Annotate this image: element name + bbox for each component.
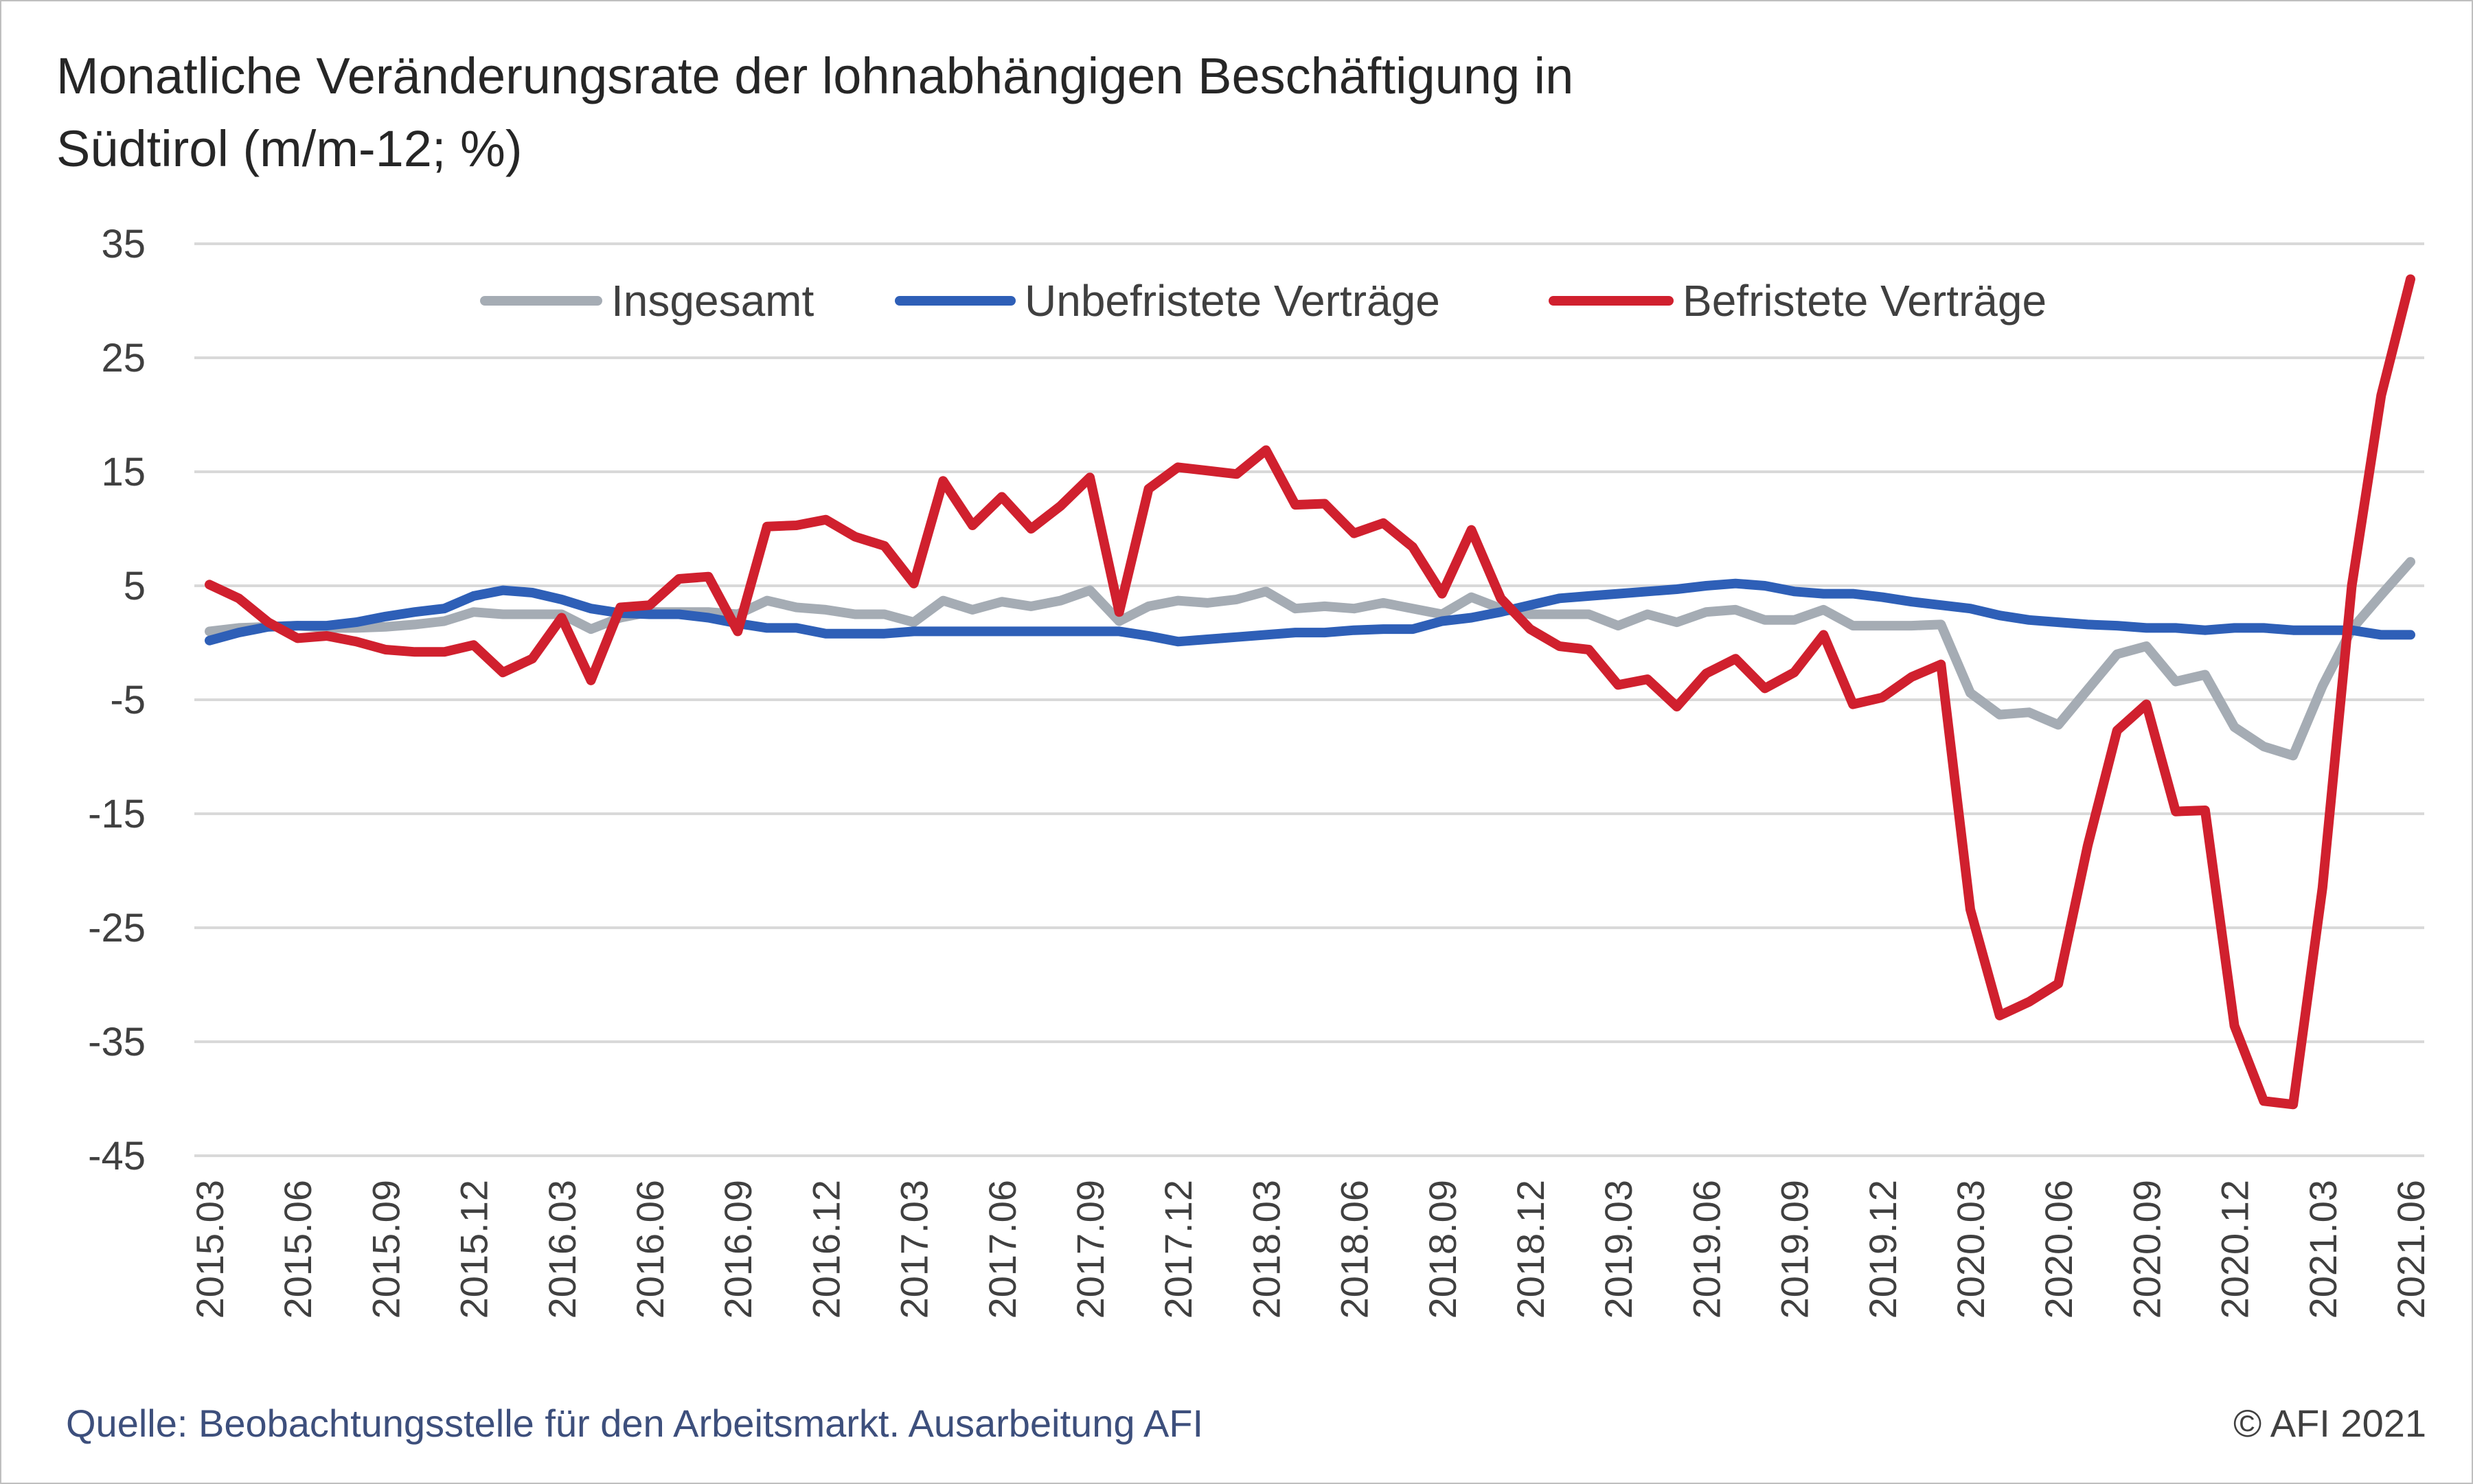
x-tick-label: 2016.06 <box>628 1180 672 1319</box>
y-tick-label: 25 <box>101 336 146 380</box>
y-axis-ticks: 35 25 15 5 -5 -15 -25 -35 -45 <box>88 222 146 1178</box>
x-tick-label: 2015.12 <box>453 1180 496 1319</box>
y-tick-label: -25 <box>88 906 146 950</box>
x-tick-label: 2021.03 <box>2301 1180 2345 1319</box>
x-tick-label: 2020.12 <box>2213 1180 2257 1319</box>
x-tick-label: 2018.12 <box>1509 1180 1552 1319</box>
series-line-insgesamt <box>205 557 2415 761</box>
x-tick-label: 2017.06 <box>981 1180 1024 1319</box>
y-tick-label: -45 <box>88 1134 146 1178</box>
x-axis-ticks: 2015.03 2015.06 2015.09 2015.12 2016.03 2016.… <box>188 1180 2432 1319</box>
y-tick-label: -15 <box>88 792 146 836</box>
x-tick-label: 2020.06 <box>2037 1180 2080 1319</box>
x-tick-label: 2017.03 <box>893 1180 936 1319</box>
x-tick-label: 2020.09 <box>2125 1180 2168 1319</box>
x-tick-label: 2019.09 <box>1773 1180 1816 1319</box>
gridlines <box>194 242 2424 1157</box>
series-lines <box>205 274 2415 1110</box>
series-line-unbefristete-verträge <box>205 578 2415 647</box>
x-tick-label: 2021.06 <box>2389 1180 2432 1319</box>
x-tick-label: 2019.06 <box>1685 1180 1728 1319</box>
x-tick-label: 2018.06 <box>1333 1180 1376 1319</box>
y-tick-label: 35 <box>101 222 146 266</box>
x-tick-label: 2019.12 <box>1861 1180 1904 1319</box>
legend-label: Befristete Verträge <box>1683 276 2047 326</box>
x-tick-label: 2015.06 <box>276 1180 319 1319</box>
x-tick-label: 2020.03 <box>1949 1180 1992 1319</box>
y-tick-label: 15 <box>101 450 146 494</box>
x-tick-label: 2016.09 <box>716 1180 760 1319</box>
x-tick-label: 2017.12 <box>1156 1180 1200 1319</box>
y-tick-label: 5 <box>124 564 146 608</box>
legend: Insgesamt Unbefristete Verträge Befristete… <box>480 276 2047 326</box>
legend-label: Unbefristete Verträge <box>1025 276 1440 326</box>
copyright-note: © AFI 2021 <box>2233 1402 2426 1445</box>
x-tick-label: 2017.09 <box>1069 1180 1112 1319</box>
x-tick-label: 2015.03 <box>188 1180 231 1319</box>
x-tick-label: 2018.09 <box>1421 1180 1464 1319</box>
chart-title-line-2: Südtirol (m/m-12; %) <box>56 120 523 177</box>
chart-title-line-1: Monatliche Veränderungsrate der lohnabhä… <box>56 47 1574 104</box>
x-tick-label: 2015.09 <box>364 1180 407 1319</box>
y-tick-label: -5 <box>110 678 146 722</box>
x-tick-label: 2016.03 <box>540 1180 584 1319</box>
legend-label: Insgesamt <box>611 276 814 326</box>
source-note: Quelle: Beobachtungsstelle für den Arbei… <box>66 1402 1204 1445</box>
series-line-befristete-verträge <box>205 274 2415 1110</box>
x-tick-label: 2019.03 <box>1597 1180 1640 1319</box>
x-tick-label: 2016.12 <box>804 1180 847 1319</box>
y-tick-label: -35 <box>88 1020 146 1064</box>
chart-title: Monatliche Veränderungsrate der lohnabhä… <box>56 40 1979 185</box>
x-tick-label: 2018.03 <box>1244 1180 1288 1319</box>
